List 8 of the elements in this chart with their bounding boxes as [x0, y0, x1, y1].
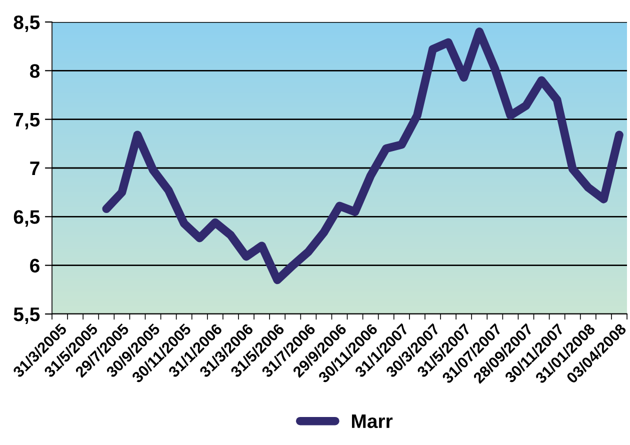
y-tick-label: 8,5 — [14, 15, 40, 32]
y-tick-label: 5,5 — [14, 308, 40, 324]
y-tick-label: 8 — [30, 64, 40, 78]
y-tick-label: 7 — [30, 162, 40, 176]
y-tick-label: 7,5 — [14, 113, 40, 130]
legend-label: Marr — [352, 414, 393, 428]
y-tick-label: 6 — [30, 258, 40, 273]
y-tick-label: 6,5 — [14, 210, 40, 227]
